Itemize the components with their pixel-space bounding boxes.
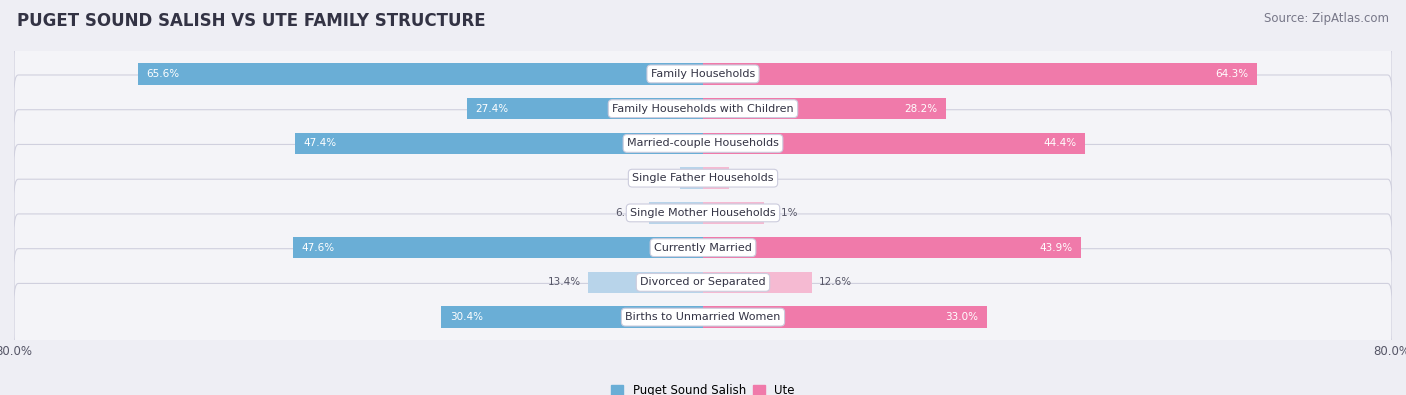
Text: 43.9%: 43.9% (1039, 243, 1073, 253)
Text: 33.0%: 33.0% (946, 312, 979, 322)
Bar (703, 98, 946, 119)
Text: 2.7%: 2.7% (647, 173, 673, 183)
Bar (703, 307, 987, 328)
Text: Married-couple Households: Married-couple Households (627, 138, 779, 149)
Text: 12.6%: 12.6% (818, 277, 852, 288)
Text: Family Households with Children: Family Households with Children (612, 103, 794, 114)
Bar (648, 202, 703, 224)
FancyBboxPatch shape (14, 214, 1392, 281)
Bar (703, 63, 1257, 85)
Text: 64.3%: 64.3% (1215, 69, 1249, 79)
Text: 6.3%: 6.3% (616, 208, 643, 218)
Text: 30.4%: 30.4% (450, 312, 482, 322)
Legend: Puget Sound Salish, Ute: Puget Sound Salish, Ute (612, 384, 794, 395)
Bar (703, 237, 1081, 258)
FancyBboxPatch shape (14, 179, 1392, 246)
Text: 47.4%: 47.4% (304, 138, 336, 149)
FancyBboxPatch shape (14, 145, 1392, 212)
Text: 7.1%: 7.1% (770, 208, 797, 218)
Text: Single Mother Households: Single Mother Households (630, 208, 776, 218)
FancyBboxPatch shape (14, 284, 1392, 351)
Bar (703, 272, 811, 293)
Text: 47.6%: 47.6% (302, 243, 335, 253)
Text: 27.4%: 27.4% (475, 103, 509, 114)
FancyBboxPatch shape (14, 75, 1392, 142)
Text: 65.6%: 65.6% (146, 69, 180, 79)
Bar (138, 63, 703, 85)
Bar (588, 272, 703, 293)
Bar (703, 202, 763, 224)
Text: Currently Married: Currently Married (654, 243, 752, 253)
Text: 13.4%: 13.4% (547, 277, 581, 288)
Text: 28.2%: 28.2% (904, 103, 938, 114)
Text: Divorced or Separated: Divorced or Separated (640, 277, 766, 288)
Bar (467, 98, 703, 119)
Bar (703, 167, 728, 189)
Bar (295, 133, 703, 154)
Text: 3.0%: 3.0% (735, 173, 762, 183)
Bar (679, 167, 703, 189)
Bar (703, 133, 1085, 154)
Bar (292, 237, 703, 258)
Text: Source: ZipAtlas.com: Source: ZipAtlas.com (1264, 12, 1389, 25)
Text: PUGET SOUND SALISH VS UTE FAMILY STRUCTURE: PUGET SOUND SALISH VS UTE FAMILY STRUCTU… (17, 12, 485, 30)
FancyBboxPatch shape (14, 40, 1392, 107)
FancyBboxPatch shape (14, 249, 1392, 316)
Text: Births to Unmarried Women: Births to Unmarried Women (626, 312, 780, 322)
Bar (441, 307, 703, 328)
Text: 44.4%: 44.4% (1043, 138, 1077, 149)
Text: Single Father Households: Single Father Households (633, 173, 773, 183)
Text: Family Households: Family Households (651, 69, 755, 79)
FancyBboxPatch shape (14, 110, 1392, 177)
